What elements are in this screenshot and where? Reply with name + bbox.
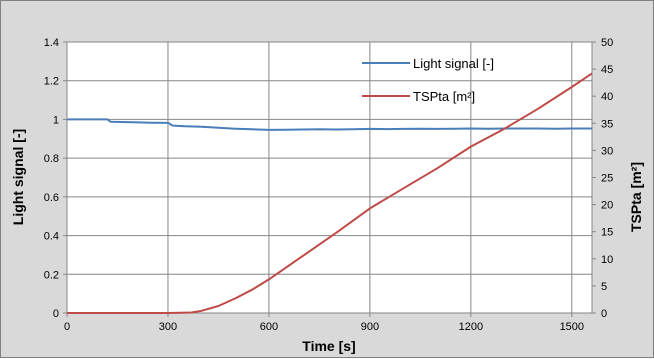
- y-left-tick-label: 0.2: [44, 269, 59, 281]
- y-right-tick-label: 45: [601, 64, 613, 76]
- y-right-tick-label: 30: [601, 145, 613, 157]
- y-left-tick-label: 0.4: [44, 231, 59, 243]
- series-lines: [67, 72, 593, 314]
- x-axis-title: Time [s]: [302, 338, 355, 354]
- series-line-tspta: [67, 72, 593, 314]
- y-right-tick-label: 40: [601, 91, 613, 103]
- y-right-tick-label: 10: [601, 254, 613, 266]
- legend: Light signal [-] TSPta [m²]: [362, 56, 494, 104]
- y-right-tick-label: 20: [601, 200, 613, 212]
- legend-label-light-signal: Light signal [-]: [413, 56, 494, 71]
- y-left-tick-label: 0.6: [44, 192, 59, 204]
- x-tick-label: 300: [159, 321, 177, 333]
- y-left-tick-label: 0.8: [44, 153, 59, 165]
- x-tick-label: 1500: [560, 321, 584, 333]
- y-right-tick-label: 5: [601, 281, 607, 293]
- x-tick-label: 600: [260, 321, 278, 333]
- legend-label-tspta: TSPta [m²]: [413, 89, 475, 104]
- y-left-tick-label: 1.4: [44, 37, 59, 49]
- x-tick-label: 1200: [459, 321, 483, 333]
- x-tick-label: 0: [64, 321, 70, 333]
- tick-labels: 0 0.2 0.4 0.6 0.8 1 1.2 1.4 0 5 10 15 20 25 30 35 40 45 50…: [44, 37, 614, 333]
- y-right-tick-label: 0: [601, 308, 607, 320]
- y-axis-left-title: Light signal [-]: [10, 129, 26, 225]
- series-line-light-signal: [67, 118, 592, 131]
- y-left-tick-label: 0: [53, 308, 59, 320]
- y-right-tick-label: 35: [601, 118, 613, 130]
- y-left-tick-label: 1: [53, 114, 59, 126]
- y-right-tick-label: 15: [601, 227, 613, 239]
- y-right-tick-label: 25: [601, 173, 613, 185]
- y-right-tick-label: 50: [601, 37, 613, 49]
- y-left-tick-label: 1.2: [44, 76, 59, 88]
- x-tick-label: 900: [361, 321, 379, 333]
- plot-area: [67, 42, 592, 313]
- y-axis-right-title: TSPta [m²]: [628, 162, 644, 232]
